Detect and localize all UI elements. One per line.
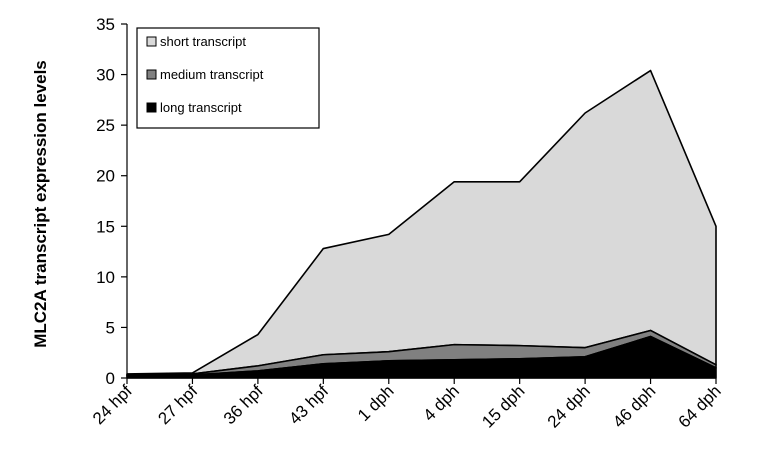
- y-tick-label: 30: [96, 66, 115, 85]
- legend-swatch-long-transcript: [146, 102, 157, 113]
- legend-swatch-medium-transcript: [146, 69, 157, 80]
- x-ticks: 24 hpf 27 hpf 36 hpf 43 hpf 1 dph 4 dph 15 dph…: [89, 378, 725, 432]
- x-tick-label: 15 dph: [478, 381, 528, 431]
- legend-label-short-transcript: short transcript: [160, 34, 246, 49]
- x-tick-label: 1 dph: [354, 381, 398, 425]
- x-tick-label: 43 hpf: [285, 381, 332, 428]
- y-ticks: 0 5 10 15 20 25 30 35: [96, 15, 127, 388]
- y-tick-label: 25: [96, 116, 115, 135]
- y-tick-label: 10: [96, 268, 115, 287]
- y-tick-label: 20: [96, 167, 115, 186]
- legend-label-long-transcript: long transcript: [160, 100, 242, 115]
- y-tick-label: 15: [96, 217, 115, 236]
- x-tick-label: 24 hpf: [89, 381, 136, 428]
- x-tick-label: 36 hpf: [220, 381, 267, 428]
- legend-label-medium-transcript: medium transcript: [160, 67, 264, 82]
- legend: short transcript medium transcript long tr…: [136, 27, 320, 129]
- legend-box: [136, 27, 320, 129]
- x-tick-label: 64 dph: [675, 381, 725, 431]
- x-tick-label: 27 hpf: [154, 381, 201, 428]
- y-tick-label: 0: [106, 369, 115, 388]
- x-tick-label: 4 dph: [420, 381, 464, 425]
- axes: [126, 24, 716, 379]
- legend-swatch-short-transcript: [146, 36, 157, 47]
- y-axis-title: MLC2A transcript expression levels: [31, 60, 50, 348]
- x-tick-label: 24 dph: [544, 381, 594, 431]
- y-tick-label: 35: [96, 15, 115, 34]
- y-tick-label: 5: [106, 318, 115, 337]
- x-tick-label: 46 dph: [609, 381, 659, 431]
